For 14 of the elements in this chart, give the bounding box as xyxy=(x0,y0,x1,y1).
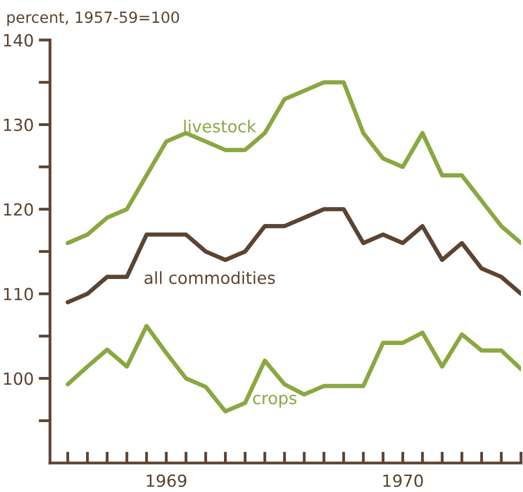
series-label: livestock xyxy=(184,120,256,133)
y-tick-label: 130 xyxy=(4,118,33,132)
line-series xyxy=(66,80,521,246)
y-tick-label: 140 xyxy=(4,34,33,47)
line-series xyxy=(66,207,521,304)
x-tick-label: 1969 xyxy=(146,474,186,488)
series-label: crops xyxy=(253,394,296,408)
x-tick-label: 1970 xyxy=(383,474,423,488)
y-tick-label: 120 xyxy=(4,203,33,216)
y-tick-label: 100 xyxy=(4,372,33,385)
y-axis-title: percent, 1957-59=100 xyxy=(7,11,179,26)
line-series xyxy=(66,324,521,414)
series-label: all commodities xyxy=(144,271,275,284)
y-tick-label: 110 xyxy=(4,288,33,300)
